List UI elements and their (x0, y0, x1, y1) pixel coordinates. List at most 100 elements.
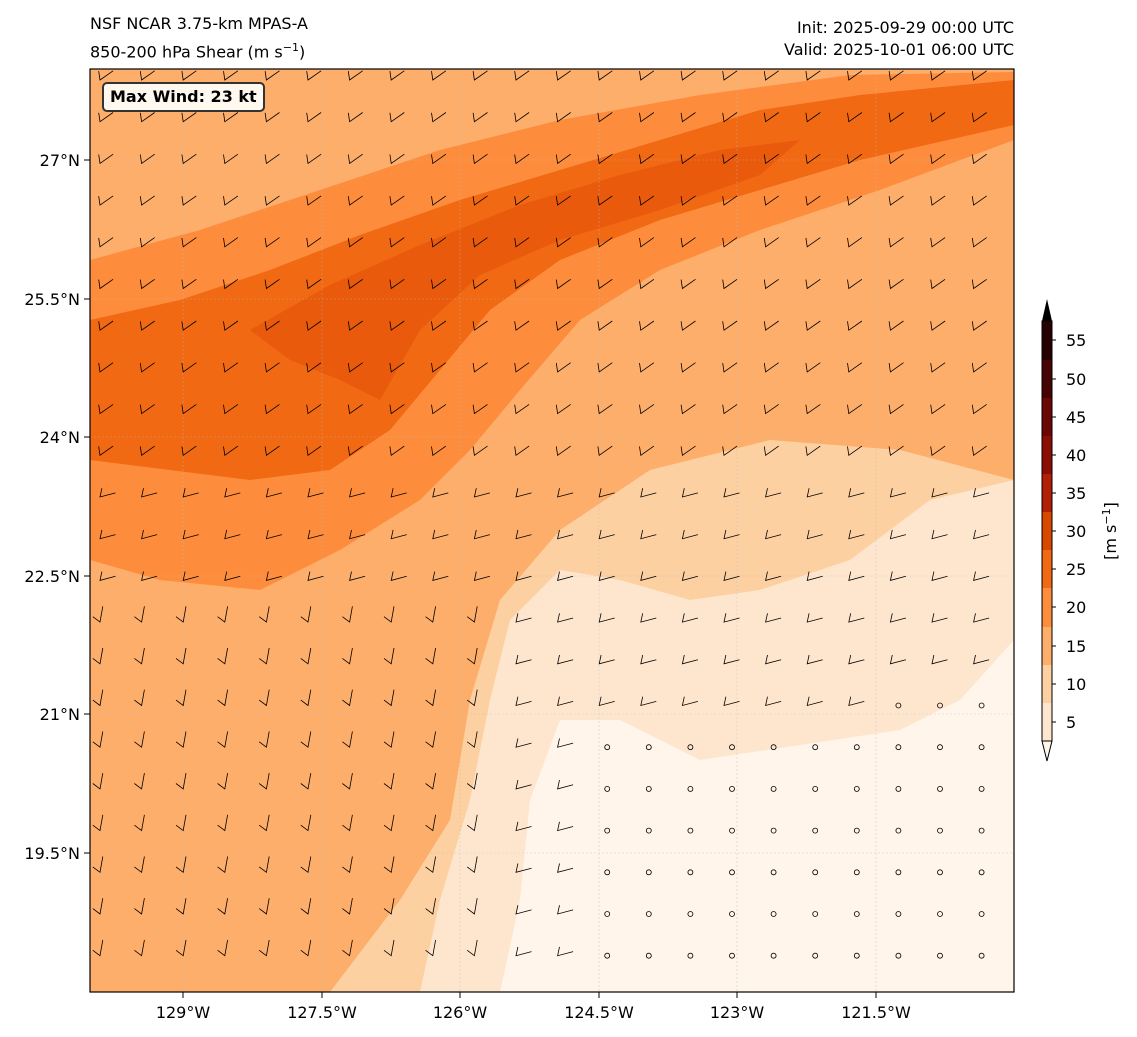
wind-barb (930, 404, 946, 415)
wind-barb (383, 856, 395, 874)
wind-barb (175, 606, 187, 623)
wind-barb (765, 696, 782, 707)
wind-barb (557, 738, 574, 748)
wind-barb (597, 195, 613, 206)
colorbar-bin (1042, 703, 1052, 741)
wind-barb (1013, 446, 1014, 450)
wind-barb (597, 112, 613, 123)
wind-barb (432, 571, 449, 581)
wind-barb (425, 606, 436, 623)
wind-barb (258, 939, 270, 957)
calm-wind-marker (770, 869, 777, 876)
wind-barb (888, 320, 904, 331)
wind-barb (763, 278, 779, 290)
wind-barb (431, 362, 447, 373)
wind-barb (181, 237, 197, 248)
wind-barb (639, 278, 655, 290)
calm-wind-marker (604, 744, 611, 751)
wind-barb (514, 153, 530, 165)
wind-barb (134, 939, 145, 957)
wind-barb (973, 529, 990, 540)
wind-barb (639, 320, 655, 331)
wind-barb (1013, 279, 1014, 284)
wind-barb (431, 195, 447, 206)
calm-wind-marker (604, 869, 611, 876)
wind-barb (515, 780, 532, 790)
wind-barb (258, 731, 270, 748)
wind-barb (175, 689, 187, 707)
calm-wind-marker (937, 911, 943, 917)
wind-barb (681, 488, 699, 498)
wind-barb (847, 362, 863, 373)
wind-barb (307, 488, 324, 498)
wind-barb (306, 362, 322, 373)
wind-barb (347, 153, 363, 165)
wind-barb (971, 70, 987, 81)
colorbar-lower-extend (1041, 740, 1053, 762)
wind-barb (92, 939, 104, 957)
wind-barb (557, 571, 574, 581)
colorbar-bin (1042, 512, 1052, 550)
wind-barb (888, 195, 904, 206)
colorbar-tick-label: 20 (1066, 598, 1086, 617)
calm-wind-marker (1021, 870, 1026, 875)
wind-barb (555, 195, 571, 206)
calm-wind-marker (812, 827, 819, 834)
wind-barb (139, 70, 155, 81)
wind-barb (681, 696, 699, 707)
wind-barb (389, 195, 405, 206)
calm-wind-marker (978, 786, 985, 792)
colorbar-bin (1042, 627, 1052, 665)
wind-barb (92, 814, 104, 832)
wind-barb (847, 237, 863, 248)
wind-barb (432, 488, 449, 498)
wind-barb (99, 488, 116, 498)
calm-wind-marker (853, 869, 860, 876)
wind-barb (848, 696, 865, 707)
wind-barb (848, 571, 865, 581)
calm-wind-marker (645, 744, 652, 751)
wind-barb (99, 529, 116, 540)
calm-wind-marker (812, 911, 819, 917)
lon-tick-label: 123°W (710, 1003, 765, 1022)
wind-barb (848, 488, 865, 498)
wind-barb (597, 70, 613, 81)
wind-barb (640, 571, 657, 581)
wind-barb (847, 195, 863, 206)
wind-barb (680, 195, 696, 206)
wind-barb (557, 654, 574, 665)
calm-wind-marker (645, 786, 652, 792)
calm-wind-marker (895, 702, 902, 709)
wind-barb (264, 237, 280, 248)
calm-wind-marker (770, 786, 777, 792)
wind-barb (557, 905, 574, 915)
wind-barb (223, 362, 239, 373)
wind-barb (349, 529, 366, 540)
calm-wind-marker (853, 744, 860, 751)
wind-barb (889, 571, 907, 581)
wind-barb (383, 939, 395, 957)
wind-barb (930, 320, 946, 331)
map-panel (90, 69, 1026, 992)
wind-barb (342, 647, 353, 665)
wind-barb (347, 278, 363, 290)
colorbar-tick-label: 15 (1066, 637, 1086, 656)
wind-barb (931, 488, 948, 498)
wind-barb (765, 488, 782, 498)
wind-barb (347, 112, 363, 123)
wind-barb (640, 488, 657, 498)
wind-barb (515, 738, 532, 748)
wind-barb (466, 856, 478, 874)
wind-barb (175, 731, 187, 748)
wind-barb (466, 814, 478, 832)
wind-barb (182, 488, 199, 498)
wind-barb (889, 488, 907, 498)
wind-barb (889, 529, 907, 540)
colorbar-tick-label: 25 (1066, 560, 1086, 579)
wind-barb (722, 320, 738, 331)
wind-barb (307, 529, 324, 540)
wind-barb (514, 404, 530, 415)
colorbar-tick-label: 55 (1066, 331, 1086, 350)
wind-barb (722, 195, 738, 206)
wind-barb (264, 278, 280, 290)
